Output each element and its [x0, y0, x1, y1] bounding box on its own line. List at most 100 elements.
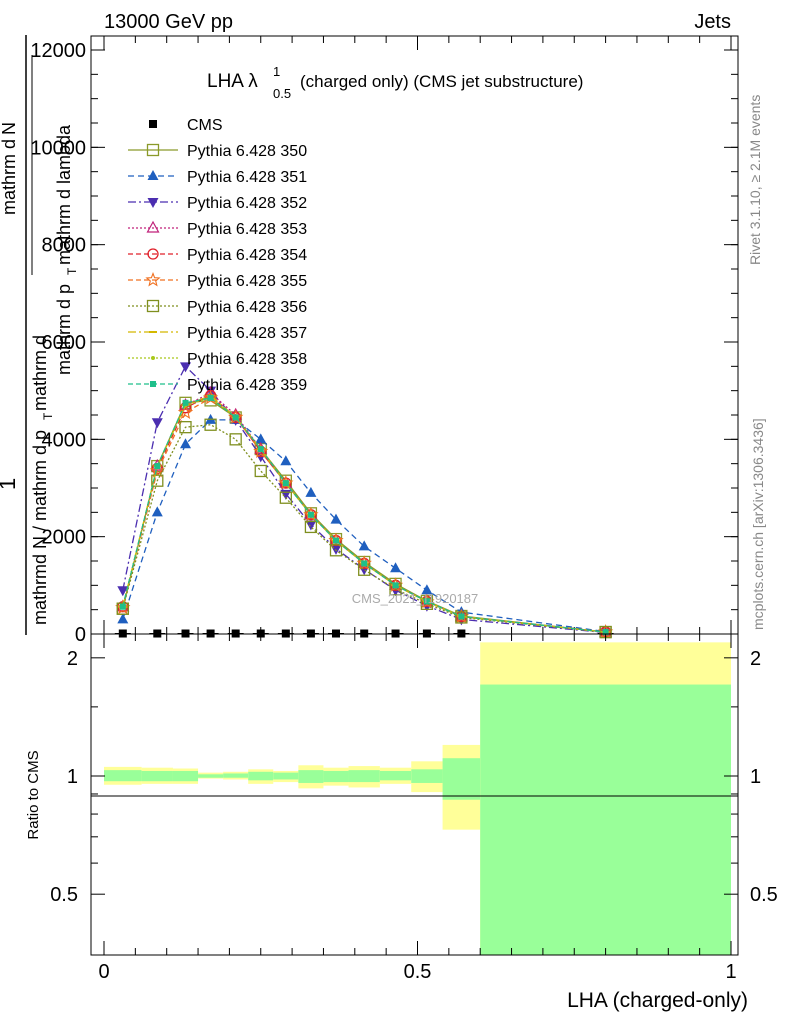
data-point — [390, 562, 402, 573]
data-point — [255, 433, 267, 444]
legend-marker — [147, 248, 159, 260]
main-ytick-label: 8000 — [42, 235, 87, 257]
legend-label: CMS — [187, 117, 223, 134]
legend-label: Pythia 6.428 352 — [187, 195, 307, 212]
legend-entry: Pythia 6.428 354 — [128, 247, 307, 264]
ratio-ytick-label-right: 0.5 — [750, 884, 778, 906]
legend-label: Pythia 6.428 357 — [187, 325, 307, 342]
legend-marker — [146, 143, 160, 157]
data-point — [280, 455, 292, 466]
legend-entry: Pythia 6.428 357 — [128, 325, 307, 342]
ratio-band-inner — [104, 770, 142, 782]
title-main: LHA λ — [207, 71, 258, 92]
legend-label: Pythia 6.428 355 — [187, 273, 307, 290]
data-point — [253, 443, 269, 459]
ratio-xlabel: LHA (charged-only) — [567, 989, 748, 1012]
legend-label: Pythia 6.428 350 — [187, 143, 307, 160]
data-point — [254, 464, 267, 478]
ratio-band-inner — [198, 774, 224, 778]
ylabel-num-2: mathrm d — [0, 139, 19, 215]
data-point — [419, 593, 435, 609]
main-ytick-label: 12000 — [30, 40, 86, 62]
data-point — [182, 399, 189, 406]
legend-label: Pythia 6.428 359 — [187, 377, 307, 394]
rivet-version-text: Rivet 3.1.10, ≥ 2.1M events — [747, 95, 763, 265]
legend-entry: Pythia 6.428 352 — [128, 195, 307, 212]
ratio-band-inner — [411, 769, 443, 783]
ratio-band-inner — [273, 772, 299, 780]
data-point — [179, 421, 192, 434]
main-ytick-label: 2000 — [42, 527, 87, 549]
main-ytick-label: 10000 — [30, 137, 86, 159]
legend-label: Pythia 6.428 356 — [187, 299, 307, 316]
legend-entry: CMS — [149, 117, 223, 134]
data-point — [115, 599, 131, 615]
legend-label: Pythia 6.428 358 — [187, 351, 307, 368]
series-7 — [116, 418, 612, 639]
data-point — [151, 506, 163, 517]
data-point — [119, 603, 126, 610]
ratio-band-inner — [248, 771, 274, 781]
data-point — [392, 582, 399, 589]
data-point — [390, 586, 402, 597]
ylabel-outer-sub: T — [41, 412, 55, 420]
data-point — [151, 418, 163, 429]
data-point — [117, 613, 129, 624]
legend-entry: Pythia 6.428 356 — [128, 299, 307, 316]
title-rest: (charged only) (CMS jet substructure) — [300, 72, 583, 91]
data-point — [305, 486, 317, 497]
data-point — [149, 462, 165, 478]
legend-marker — [151, 356, 155, 360]
data-point — [332, 537, 339, 544]
main-ytick-label: 4000 — [42, 429, 87, 451]
ratio-xtick-label: 1 — [725, 961, 736, 983]
data-point — [282, 480, 289, 487]
main-ytick-label: 6000 — [42, 332, 87, 354]
data-point — [330, 513, 342, 524]
ratio-band-inner — [323, 770, 349, 783]
data-point — [358, 540, 370, 551]
ratio-ylabel: Ratio to CMS — [25, 750, 42, 839]
data-point — [257, 446, 264, 453]
data-point — [232, 414, 239, 421]
legend-entry: Pythia 6.428 359 — [128, 377, 307, 394]
ratio-panel-frame — [90, 633, 739, 956]
legend-label: Pythia 6.428 353 — [187, 221, 307, 238]
legend-marker — [149, 120, 157, 128]
ratio-ytick-label: 1 — [67, 766, 78, 788]
ratio-panel: 0.5 0.5 1 1 2 2 0 0.5 1 — [50, 633, 778, 983]
data-point — [229, 433, 242, 446]
ratio-ytick-label: 0.5 — [50, 884, 78, 906]
ylabel-num-1: 1 — [0, 478, 20, 490]
ylabel-den-sub: T — [65, 267, 79, 275]
data-point — [154, 463, 161, 470]
data-point — [304, 520, 318, 534]
legend-marker — [150, 381, 156, 387]
ratio-ytick-label: 2 — [67, 648, 78, 670]
series-line — [122, 397, 606, 633]
ratio-ytick-label-right: 1 — [750, 766, 761, 788]
data-point — [458, 613, 465, 620]
data-point — [117, 586, 129, 597]
header-left: 13000 GeV pp — [104, 11, 233, 33]
ylabel-num-3: N — [0, 122, 19, 135]
ylabel-den: mathrm d p — [54, 284, 74, 375]
header-right: Jets — [694, 11, 731, 33]
data-point — [207, 394, 214, 401]
data-point — [307, 511, 314, 518]
legend-label: Pythia 6.428 351 — [187, 169, 307, 186]
series-line — [122, 397, 606, 633]
main-panel: 0 2000 4000 6000 8000 10000 12000 CMS Pythia 6.… — [30, 35, 739, 646]
ratio-band-inner — [348, 770, 380, 783]
ylabel-den-2: mathrm d lambda — [54, 124, 74, 265]
legend-entry: Pythia 6.428 358 — [128, 351, 307, 368]
ratio-xtick-label: 0 — [98, 961, 109, 983]
ylabel-outer-2: mathrm d — [30, 335, 50, 411]
data-point — [151, 474, 164, 487]
ratio-band-inner — [379, 770, 412, 781]
legend-entry: Pythia 6.428 355 — [128, 271, 307, 290]
legend-marker — [147, 198, 159, 208]
mcplots-reference-text: mcplots.cern.ch [arXiv:1306.3436] — [750, 418, 766, 630]
data-point — [180, 362, 192, 373]
